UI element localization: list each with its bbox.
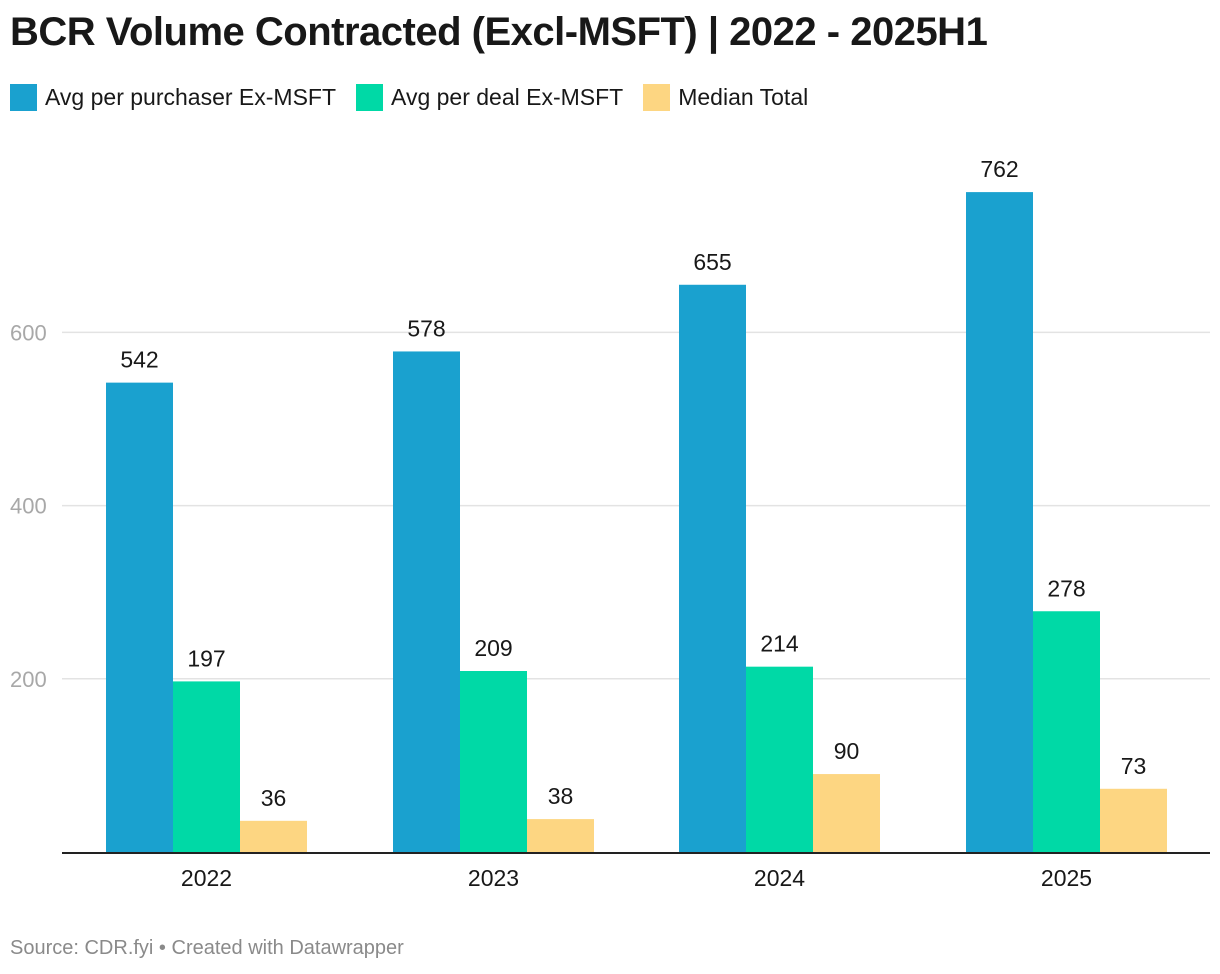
source-text: Source: CDR.fyi: [10, 937, 154, 959]
chart-title: BCR Volume Contracted (Excl-MSFT) | 2022…: [10, 10, 988, 54]
credit-text: Created with Datawrapper: [171, 937, 404, 959]
bar: [393, 351, 460, 852]
y-tick-label: 400: [10, 494, 47, 519]
bar-value-label: 762: [980, 156, 1018, 182]
x-tick-label: 2022: [181, 865, 232, 891]
footer: Source: CDR.fyi • Created with Datawrapp…: [10, 937, 404, 960]
x-tick-label: 2025: [1041, 865, 1092, 891]
bar: [106, 382, 173, 852]
bar: [1100, 788, 1167, 852]
legend-label-median-total: Median Total: [678, 84, 809, 110]
bar: [679, 284, 746, 852]
legend-item-median-total: Median Total: [643, 84, 808, 111]
bar-value-label: 73: [1121, 753, 1147, 779]
bar-value-label: 655: [693, 249, 731, 275]
bar-value-label: 209: [474, 635, 512, 661]
bar: [527, 819, 594, 852]
y-tick-label: 200: [10, 667, 47, 692]
legend-label-avg-per-deal: Avg per deal Ex-MSFT: [391, 84, 624, 110]
bar-value-label: 542: [120, 347, 158, 373]
legend-item-avg-per-deal: Avg per deal Ex-MSFT: [356, 84, 623, 111]
bar: [173, 681, 240, 852]
legend-swatch-avg-per-deal: [356, 84, 384, 111]
bar-value-label: 214: [760, 631, 799, 657]
y-tick-label: 600: [10, 320, 47, 345]
bar-value-label: 197: [187, 645, 225, 671]
bar: [966, 192, 1033, 852]
bar: [813, 774, 880, 852]
footer-separator: •: [153, 937, 172, 959]
legend-swatch-median-total: [643, 84, 671, 111]
bar-value-label: 278: [1047, 575, 1085, 601]
bar-value-label: 90: [834, 738, 860, 764]
bar: [240, 820, 307, 852]
bar-value-label: 38: [548, 783, 574, 809]
bar: [460, 671, 527, 852]
bar-value-label: 578: [407, 315, 445, 341]
legend: Avg per purchaser Ex-MSFT Avg per deal E…: [10, 84, 808, 111]
bar: [1033, 611, 1100, 852]
legend-swatch-avg-per-purchaser: [10, 84, 37, 111]
bar: [746, 666, 813, 852]
bar-value-label: 36: [261, 785, 287, 811]
legend-label-avg-per-purchaser: Avg per purchaser Ex-MSFT: [45, 84, 337, 110]
x-tick-label: 2023: [468, 865, 519, 891]
legend-item-avg-per-purchaser: Avg per purchaser Ex-MSFT: [10, 84, 336, 111]
x-tick-label: 2024: [754, 865, 805, 891]
